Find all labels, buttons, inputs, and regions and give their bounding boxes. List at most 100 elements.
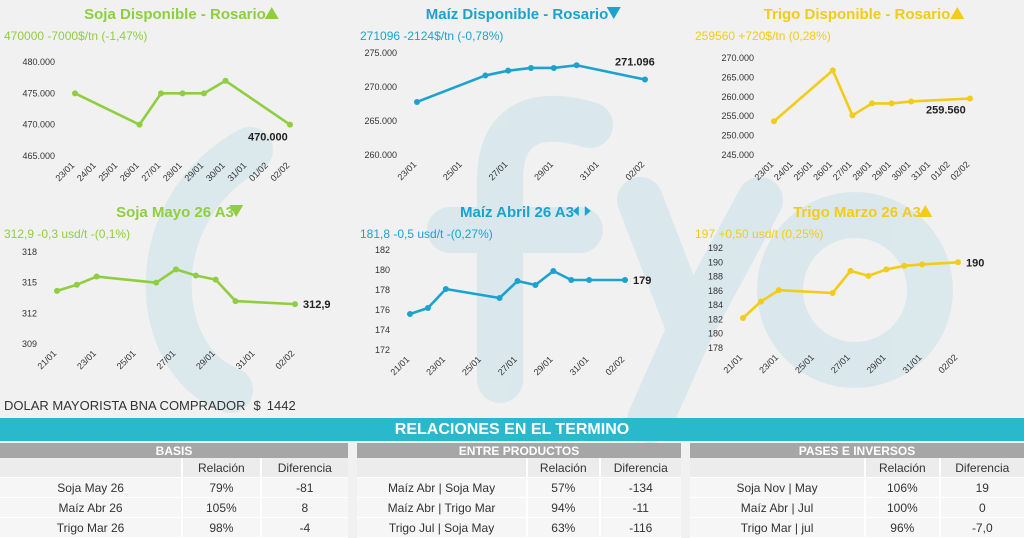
x-tick-label: 23/01 — [53, 160, 76, 183]
series-line — [74, 79, 291, 126]
row-relacion: 57% — [527, 477, 601, 498]
data-point — [158, 90, 164, 97]
row-diferencia: -81 — [260, 477, 348, 498]
x-tick-label: 25/01 — [441, 159, 464, 182]
table-row: Trigo Mar | jul 96% -7,0 — [690, 517, 1024, 538]
chart-2: Maíz Disponible - Rosario 271096 -2124$/t… — [360, 6, 655, 182]
chart-subtitle: 181,8 -0,5 usd/t -(0,27%) — [360, 227, 493, 241]
row-relacion: 106% — [865, 477, 941, 498]
section-title: ENTRE PRODUCTOS — [357, 443, 681, 458]
relaciones-table-2: ENTRE PRODUCTOS Relación Diferencia Maíz Ab… — [357, 443, 681, 538]
section-title: PASES E INVERSOS — [690, 443, 1024, 458]
col-relacion: Relación — [865, 458, 941, 478]
x-tick-label: 29/01 — [194, 348, 217, 371]
row-relacion: 105% — [182, 497, 262, 518]
end-value-label: 271.096 — [615, 57, 655, 69]
data-point — [414, 98, 420, 105]
x-tick-label: 27/01 — [829, 352, 852, 375]
y-tick-label: 182 — [375, 245, 390, 255]
end-value-label: 259.560 — [926, 105, 966, 117]
y-tick-label: 174 — [375, 325, 390, 335]
row-label: Soja May 26 — [0, 477, 184, 498]
chart-title: Maíz Disponible - Rosario — [426, 6, 609, 23]
data-point — [919, 261, 926, 268]
data-point — [192, 272, 199, 279]
data-point — [292, 301, 298, 308]
y-tick-label: 265.000 — [721, 72, 754, 82]
y-tick-label: 260.000 — [721, 92, 754, 102]
data-point — [482, 72, 489, 79]
trend-flat-icon — [572, 206, 591, 216]
data-point — [865, 272, 872, 279]
table-row: Maíz Abr | Soja May 57% -134 — [357, 477, 681, 498]
dolar-symbol: $ — [253, 398, 261, 413]
row-label: Maíz Abr | Soja May — [357, 477, 529, 498]
y-tick-label: 188 — [708, 272, 723, 282]
x-tick-label: 28/01 — [161, 160, 184, 183]
x-tick-label: 26/01 — [118, 160, 141, 183]
dolar-label: DOLAR MAYORISTA BNA COMPRADOR — [4, 398, 246, 413]
data-point — [829, 290, 836, 296]
row-label: Trigo Jul | Soja May — [357, 517, 529, 538]
y-tick-label: 172 — [375, 345, 390, 355]
row-relacion: 96% — [865, 517, 941, 538]
y-tick-label: 275.000 — [364, 48, 397, 58]
data-point — [622, 277, 628, 283]
y-tick-label: 245.000 — [721, 150, 754, 160]
y-tick-label: 192 — [708, 243, 723, 253]
x-tick-label: 02/02 — [948, 159, 971, 182]
y-tick-label: 312 — [22, 308, 37, 318]
x-tick-label: 01/02 — [929, 159, 952, 182]
data-point — [550, 268, 557, 274]
x-tick-label: 31/01 — [234, 348, 257, 371]
data-point — [505, 67, 512, 74]
y-tick-label: 186 — [708, 286, 723, 296]
row-relacion: 100% — [865, 497, 941, 518]
data-point — [54, 287, 60, 294]
row-diferencia: -134 — [599, 477, 681, 498]
x-tick-label: 25/01 — [115, 348, 138, 371]
row-label: Soja Nov | May — [690, 477, 867, 498]
data-point — [586, 277, 593, 283]
data-point — [72, 90, 78, 97]
x-tick-label: 23/01 — [424, 354, 447, 377]
x-tick-label: 27/01 — [496, 354, 519, 377]
x-tick-label: 24/01 — [75, 160, 98, 183]
data-point — [232, 298, 239, 305]
col-diferencia: Diferencia — [599, 458, 681, 478]
data-point — [442, 286, 449, 292]
trend-up-icon — [918, 205, 933, 217]
y-tick-label: 475.000 — [22, 88, 55, 98]
y-tick-label: 270.000 — [364, 82, 397, 92]
data-point — [424, 305, 431, 311]
col-diferencia: Diferencia — [260, 458, 348, 478]
row-label: Maíz Abr 26 — [0, 497, 184, 518]
col-diferencia: Diferencia — [939, 458, 1024, 478]
y-tick-label: 255.000 — [721, 111, 754, 121]
y-tick-label: 182 — [708, 314, 723, 324]
x-tick-label: 27/01 — [487, 159, 510, 182]
data-point — [901, 262, 908, 269]
data-point — [955, 259, 961, 266]
relaciones-table-3: PASES E INVERSOS Relación Diferencia Soja N… — [690, 443, 1024, 538]
row-label: Maíz Abr | Trigo Mar — [357, 497, 529, 518]
col-relacion: Relación — [527, 458, 601, 478]
chart-3: Trigo Disponible - Rosario 259560 +720$/t… — [695, 6, 973, 182]
row-diferencia: 8 — [260, 497, 348, 518]
row-diferencia: 19 — [939, 477, 1024, 498]
data-point — [849, 112, 856, 119]
end-value-label: 179 — [633, 275, 651, 287]
y-tick-label: 470.000 — [22, 120, 55, 130]
x-tick-label: 29/01 — [865, 352, 888, 375]
data-point — [201, 90, 207, 97]
data-point — [407, 311, 413, 317]
table-row: Trigo Mar 26 98% -4 — [0, 517, 348, 538]
x-tick-label: 31/01 — [909, 159, 932, 182]
charts-area: Soja Disponible - Rosario 470000 -7000$/t… — [4, 6, 984, 377]
dolar-value: 1442 — [266, 398, 296, 413]
y-tick-label: 184 — [708, 300, 723, 310]
x-tick-label: 28/01 — [850, 159, 873, 182]
chart-6: Trigo Marzo 26 A3 197 +0,50 usd/t (0,25%)… — [695, 204, 984, 375]
chart-title: Trigo Marzo 26 A3 — [793, 204, 921, 221]
chart-5: Maíz Abril 26 A3 181,8 -0,5 usd/t -(0,27%… — [360, 204, 651, 377]
